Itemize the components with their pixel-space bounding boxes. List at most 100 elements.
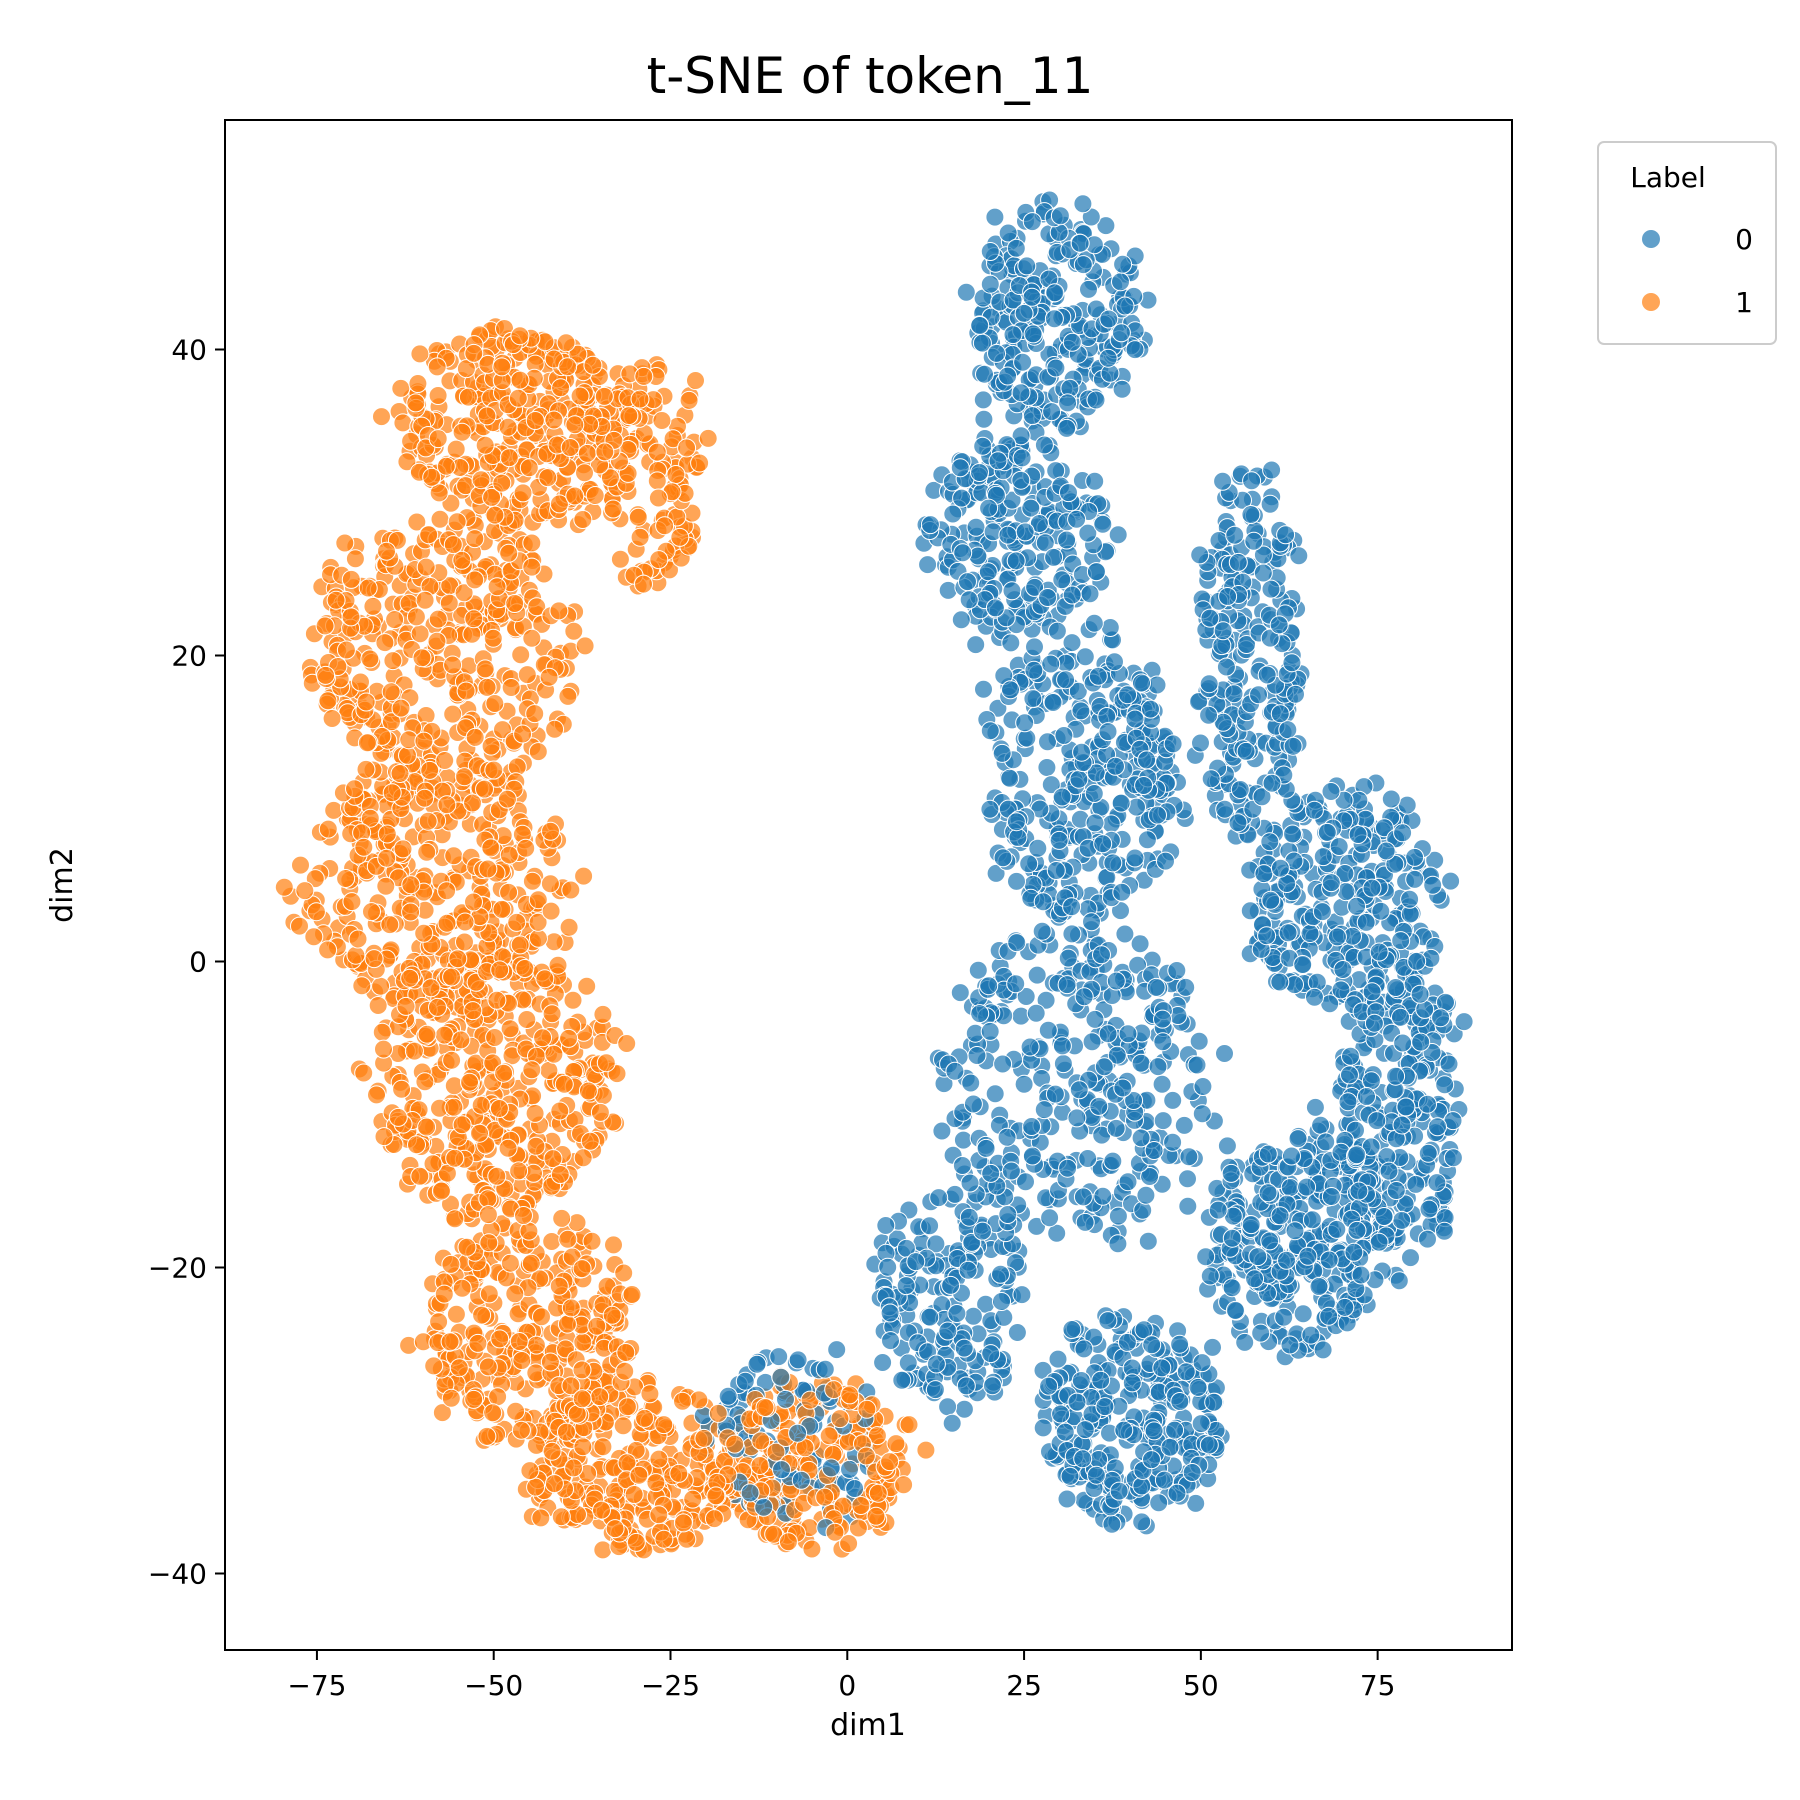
scatter-point-label-1 <box>483 628 503 648</box>
scatter-point-label-1 <box>526 1477 546 1497</box>
scatter-point-label-0 <box>791 1470 811 1490</box>
scatter-point-label-1 <box>545 719 565 739</box>
scatter-point-label-1 <box>475 779 494 799</box>
scatter-point-label-1 <box>647 442 667 462</box>
scatter-point-label-0 <box>1189 1031 1209 1051</box>
scatter-point-label-0 <box>1362 982 1382 1002</box>
scatter-point-label-1 <box>540 1352 560 1372</box>
scatter-point-label-0 <box>1261 579 1281 599</box>
scatter-point-label-1 <box>654 1415 674 1435</box>
scatter-point-label-0 <box>954 1399 974 1419</box>
scatter-point-label-1 <box>324 800 344 820</box>
scatter-point-label-0 <box>1407 951 1427 971</box>
scatter-point-label-0 <box>1085 471 1105 491</box>
scatter-point-label-0 <box>1393 1033 1413 1053</box>
scatter-point-label-1 <box>506 1401 526 1421</box>
scatter-point-label-0 <box>1099 309 1119 329</box>
scatter-point-label-1 <box>478 1357 498 1377</box>
scatter-point-label-0 <box>1111 323 1131 343</box>
scatter-point-label-1 <box>471 470 491 490</box>
scatter-point-label-0 <box>1052 1036 1072 1056</box>
scatter-point-label-0 <box>1313 1340 1333 1360</box>
scatter-point-label-1 <box>454 767 474 787</box>
scatter-point-label-0 <box>1086 390 1106 410</box>
scatter-point-label-1 <box>649 550 669 570</box>
scatter-point-label-1 <box>448 949 468 969</box>
scatter-point-label-0 <box>1454 1012 1474 1032</box>
scatter-point-label-0 <box>1141 699 1160 719</box>
scatter-point-label-0 <box>1288 1129 1308 1149</box>
scatter-point-label-1 <box>677 1529 697 1549</box>
scatter-point-label-0 <box>1075 1212 1095 1232</box>
scatter-point-label-0 <box>947 1304 967 1323</box>
scatter-point-label-0 <box>1443 1148 1463 1168</box>
scatter-point-label-1 <box>533 1028 553 1048</box>
scatter-point-label-0 <box>1187 1055 1207 1075</box>
scatter-point-label-1 <box>825 1522 845 1542</box>
scatter-point-label-1 <box>458 387 478 407</box>
scatter-point-label-0 <box>1034 435 1054 455</box>
scatter-point-label-0 <box>1022 212 1042 232</box>
scatter-point-label-0 <box>1007 1323 1027 1342</box>
scatter-point-label-1 <box>593 1004 613 1024</box>
scatter-point-label-1 <box>590 1387 610 1407</box>
scatter-point-label-0 <box>932 1121 952 1141</box>
scatter-point-label-0 <box>1160 1437 1180 1457</box>
scatter-point-label-1 <box>561 1298 581 1318</box>
scatter-point-label-1 <box>510 370 530 390</box>
scatter-point-label-0 <box>1381 789 1401 809</box>
scatter-point-label-0 <box>954 1338 974 1358</box>
scatter-point-label-1 <box>628 507 648 527</box>
scatter-point-label-1 <box>548 955 568 975</box>
scatter-point-label-0 <box>1003 325 1023 345</box>
scatter-point-label-1 <box>522 557 542 577</box>
scatter-point-label-0 <box>1028 838 1048 858</box>
scatter-point-label-1 <box>377 541 396 561</box>
scatter-point-label-0 <box>1376 841 1396 861</box>
scatter-point-label-1 <box>488 1387 508 1407</box>
scatter-point-label-0 <box>998 366 1018 386</box>
scatter-point-label-1 <box>417 842 437 862</box>
scatter-point-label-0 <box>1048 1349 1068 1369</box>
scatter-point-label-1 <box>429 1312 449 1332</box>
scatter-point-label-1 <box>655 516 675 536</box>
scatter-point-label-0 <box>1023 689 1043 709</box>
scatter-point-label-0 <box>938 1321 958 1341</box>
scatter-point-label-0 <box>1037 758 1057 777</box>
scatter-point-label-0 <box>1020 1037 1040 1057</box>
scatter-point-label-1 <box>368 996 388 1015</box>
scatter-point-label-0 <box>1115 924 1135 944</box>
scatter-point-label-1 <box>437 881 457 901</box>
scatter-point-label-0 <box>1022 1117 1042 1136</box>
scatter-point-label-1 <box>522 871 542 891</box>
scatter-point-label-0 <box>1094 1057 1114 1077</box>
scatter-point-label-1 <box>559 917 579 937</box>
scatter-point-label-0 <box>1132 1512 1152 1532</box>
scatter-point-label-1 <box>351 672 370 692</box>
scatter-point-label-0 <box>1405 869 1425 889</box>
scatter-point-label-0 <box>1069 769 1089 789</box>
scatter-point-label-1 <box>575 636 595 656</box>
scatter-point-label-1 <box>360 649 380 669</box>
scatter-point-label-0 <box>956 1376 976 1396</box>
scatter-point-label-1 <box>916 1440 936 1460</box>
scatter-point-label-0 <box>1046 861 1066 880</box>
scatter-point-label-1 <box>391 698 411 718</box>
scatter-point-label-1 <box>509 1332 529 1351</box>
scatter-point-label-1 <box>578 1081 598 1101</box>
scatter-point-label-0 <box>1045 1084 1065 1104</box>
scatter-point-label-0 <box>1236 741 1256 761</box>
scatter-point-label-0 <box>1347 896 1367 916</box>
scatter-point-label-0 <box>772 1460 791 1480</box>
scatter-point-label-0 <box>1075 1420 1095 1440</box>
scatter-point-label-1 <box>592 1500 611 1520</box>
scatter-points <box>274 190 1474 1560</box>
scatter-point-label-0 <box>1369 1232 1389 1252</box>
scatter-point-label-0 <box>1215 799 1235 819</box>
scatter-point-label-0 <box>950 983 970 1003</box>
scatter-point-label-0 <box>1001 680 1020 700</box>
scatter-point-label-0 <box>1397 795 1417 815</box>
scatter-point-label-0 <box>1199 674 1219 694</box>
scatter-point-label-0 <box>1013 352 1033 372</box>
scatter-point-label-1 <box>306 902 326 922</box>
